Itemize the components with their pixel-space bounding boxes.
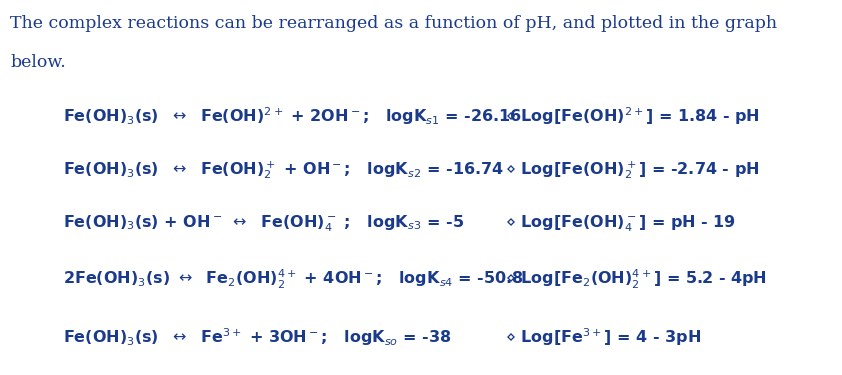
Text: Fe(OH)$_3$(s)  $\leftrightarrow$  Fe(OH)$_2^+$ + OH$^-$;   logK$_{s2}$ = -16.74: Fe(OH)$_3$(s) $\leftrightarrow$ Fe(OH)$_…	[63, 159, 504, 181]
Text: $\diamond$ Log[Fe(OH)$_4^-$] = pH - 19: $\diamond$ Log[Fe(OH)$_4^-$] = pH - 19	[505, 214, 736, 234]
Text: Fe(OH)$_3$(s)  $\leftrightarrow$  Fe$^{3+}$ + 3OH$^-$;   logK$_{so}$ = -38: Fe(OH)$_3$(s) $\leftrightarrow$ Fe$^{3+}…	[63, 326, 452, 348]
Text: $\diamond$ Log[Fe$^{3+}$] = 4 - 3pH: $\diamond$ Log[Fe$^{3+}$] = 4 - 3pH	[505, 326, 701, 348]
Text: $\diamond$ Log[Fe$_2$(OH)$_2^{4+}$] = 5.2 - 4pH: $\diamond$ Log[Fe$_2$(OH)$_2^{4+}$] = 5.…	[505, 268, 767, 291]
Text: below.: below.	[10, 54, 66, 71]
Text: $\diamond$ Log[Fe(OH)$_2^+$] = -2.74 - pH: $\diamond$ Log[Fe(OH)$_2^+$] = -2.74 - p…	[505, 159, 759, 181]
Text: 2Fe(OH)$_3$(s) $\leftrightarrow$  Fe$_2$(OH)$_2^{4+}$ + 4OH$^-$;   logK$_{s4}$ =: 2Fe(OH)$_3$(s) $\leftrightarrow$ Fe$_2$(…	[63, 268, 524, 291]
Text: Fe(OH)$_3$(s)  $\leftrightarrow$  Fe(OH)$^{2+}$ + 2OH$^-$;   logK$_{s1}$ = -26.1: Fe(OH)$_3$(s) $\leftrightarrow$ Fe(OH)$^…	[63, 105, 522, 127]
Text: $\diamond$ Log[Fe(OH)$^{2+}$] = 1.84 - pH: $\diamond$ Log[Fe(OH)$^{2+}$] = 1.84 - p…	[505, 105, 760, 127]
Text: The complex reactions can be rearranged as a function of pH, and plotted in the : The complex reactions can be rearranged …	[10, 15, 777, 32]
Text: Fe(OH)$_3$(s) + OH$^-$ $\leftrightarrow$  Fe(OH)$_4^-$ ;   logK$_{s3}$ = -5: Fe(OH)$_3$(s) + OH$^-$ $\leftrightarrow$…	[63, 214, 464, 234]
